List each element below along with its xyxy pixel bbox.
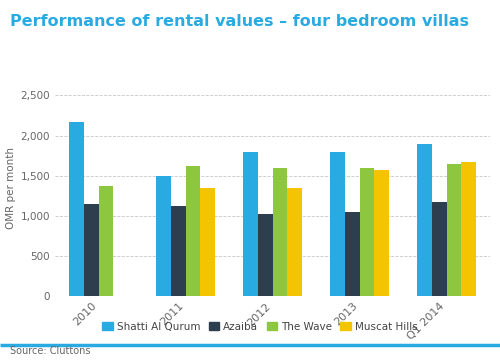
Bar — [360, 168, 374, 296]
Bar — [462, 162, 476, 296]
Bar — [69, 122, 84, 296]
Bar — [258, 214, 272, 296]
Bar — [84, 204, 98, 296]
Bar — [432, 202, 446, 296]
Legend: Shatti Al Qurum, Azaiba, The Wave, Muscat Hills: Shatti Al Qurum, Azaiba, The Wave, Musca… — [98, 317, 422, 336]
Bar — [200, 188, 215, 296]
Bar — [288, 188, 302, 296]
Bar — [243, 152, 258, 296]
Bar — [170, 206, 186, 296]
Text: Source: Cluttons: Source: Cluttons — [10, 345, 90, 356]
Bar — [272, 168, 287, 296]
Bar — [446, 164, 462, 296]
Bar — [330, 152, 344, 296]
Bar — [186, 166, 200, 296]
Bar — [344, 212, 360, 296]
Bar — [156, 176, 170, 296]
Bar — [417, 144, 432, 296]
Bar — [374, 170, 389, 296]
Y-axis label: OMR per month: OMR per month — [6, 147, 16, 229]
Bar — [98, 186, 114, 296]
Text: Performance of rental values – four bedroom villas: Performance of rental values – four bedr… — [10, 14, 469, 30]
